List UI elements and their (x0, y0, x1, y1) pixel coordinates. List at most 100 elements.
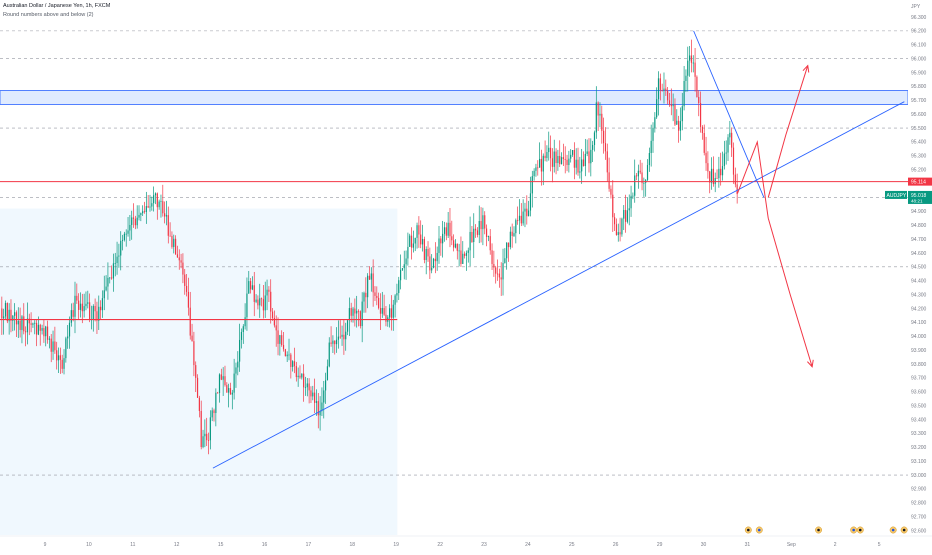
candle-body (656, 99, 658, 118)
candle (643, 177, 645, 197)
candle-body (679, 121, 682, 131)
candle-body (584, 153, 586, 167)
candle-body (476, 230, 479, 235)
price-tick-label: 93.600 (911, 390, 927, 396)
drawings-layer (0, 30, 908, 469)
candle-body (262, 299, 264, 311)
candle (396, 283, 398, 303)
event-marker-dot (891, 528, 895, 532)
candle (712, 156, 714, 187)
candle-body (43, 328, 45, 337)
candle-body (217, 392, 219, 394)
candle (345, 322, 347, 351)
candle (173, 234, 175, 254)
candle-body (474, 228, 477, 231)
candle (239, 323, 241, 372)
candle (581, 148, 583, 184)
candle-body (224, 376, 226, 386)
candle-body (562, 157, 564, 159)
candle-body (180, 260, 182, 263)
candle (112, 253, 115, 292)
candle (606, 143, 608, 182)
candle (14, 303, 16, 331)
candle-body (559, 155, 561, 165)
candle (125, 229, 127, 247)
candle-body (59, 355, 61, 360)
candle-body (650, 140, 652, 154)
candle (12, 314, 14, 332)
candle-body (590, 149, 592, 164)
candle-body (454, 243, 457, 248)
candle (337, 320, 339, 349)
candle-body (284, 349, 286, 357)
candle-body (685, 75, 687, 81)
candle (211, 407, 213, 422)
candle-body (581, 159, 583, 172)
candle (736, 173, 738, 204)
candle-body (639, 170, 641, 173)
candle-body (577, 159, 579, 173)
candle (465, 250, 468, 271)
candle-body (385, 314, 387, 322)
candle (242, 324, 244, 344)
candle (270, 279, 272, 324)
candle-body (324, 380, 327, 391)
candle (663, 72, 665, 104)
candle-body (396, 293, 398, 296)
candle-body (665, 88, 667, 91)
candle-body (365, 292, 367, 298)
candle-body (14, 312, 16, 316)
candle (257, 295, 259, 310)
candle (535, 163, 537, 177)
candle-body (335, 339, 338, 345)
candle (410, 227, 413, 260)
candle-body (361, 301, 363, 327)
candle-body (381, 308, 383, 314)
candle (140, 212, 142, 222)
candle-body (164, 213, 166, 217)
candle (63, 349, 65, 375)
candle-body (339, 336, 341, 338)
candle-body (619, 232, 621, 235)
candle-body (621, 218, 623, 235)
candle-body (357, 310, 360, 312)
candle-body (156, 193, 158, 208)
candle-body (228, 388, 230, 393)
candle (480, 207, 482, 243)
candle-body (154, 193, 157, 196)
candle-body (337, 336, 339, 340)
candle-body (160, 201, 162, 202)
candle-body (118, 255, 120, 257)
candle (70, 303, 72, 327)
candle-body (410, 235, 413, 248)
candle-body (215, 392, 217, 414)
candle-body (524, 208, 526, 212)
candle-body (121, 239, 124, 241)
candle-body (348, 308, 350, 321)
candle-body (553, 151, 555, 167)
candle (597, 101, 599, 131)
candle-body (557, 155, 559, 164)
candle-body (687, 60, 689, 76)
candle-body (182, 262, 184, 275)
candle-body (480, 220, 482, 230)
candle-body (709, 171, 711, 183)
candle (539, 142, 541, 168)
candle-body (323, 390, 325, 403)
candle (491, 243, 493, 270)
candle-body (63, 358, 65, 369)
candle (623, 205, 625, 231)
candle-body (275, 325, 277, 331)
candle-body (593, 132, 596, 145)
candle (266, 279, 268, 311)
bullish-arrow-head (802, 64, 810, 73)
candle-body (350, 308, 352, 316)
candle (473, 213, 475, 259)
candle (506, 242, 508, 270)
candle (511, 223, 513, 248)
candle (1, 296, 3, 335)
candle (253, 271, 255, 317)
time-tick-label: Sep (787, 542, 796, 548)
